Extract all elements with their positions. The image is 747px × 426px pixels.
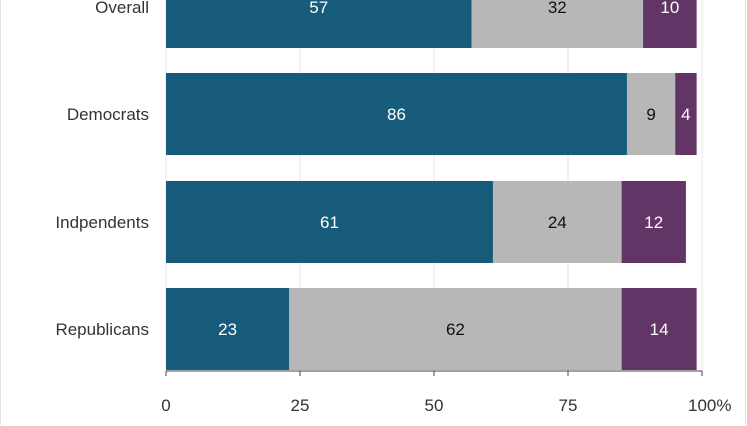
bar-value-label: 57 (309, 0, 328, 17)
bar-value-label: 61 (320, 213, 339, 232)
bar-segment (643, 0, 697, 48)
bar-value-label: 24 (548, 213, 567, 232)
bar-value-label: 9 (646, 105, 655, 124)
bar-value-label: 32 (548, 0, 567, 17)
x-tick-label: 100% (688, 396, 731, 415)
bar-segment (289, 288, 622, 370)
category-label: Democrats (67, 105, 149, 124)
category-label: Overall (95, 0, 149, 17)
bar-segment (166, 288, 290, 370)
bar-value-label: 14 (650, 320, 669, 339)
bar-segment (166, 181, 493, 263)
bar-value-label: 4 (681, 105, 690, 124)
x-tick-label: 50 (425, 396, 444, 415)
bar-segment (166, 73, 627, 155)
bar-segment (166, 0, 472, 48)
x-tick-label: 0 (161, 396, 170, 415)
x-tick-label: 75 (559, 396, 578, 415)
bar-value-label: 86 (387, 105, 406, 124)
bar-segment (621, 288, 697, 370)
bar-segment (471, 0, 644, 48)
category-label: Indpendents (55, 213, 149, 232)
bar-segment (675, 73, 697, 155)
bar-segment (621, 181, 686, 263)
bar-segment (626, 73, 676, 155)
category-label: Republicans (55, 320, 149, 339)
bar-value-label: 12 (644, 213, 663, 232)
bar-segment (492, 181, 622, 263)
bar-value-label: 23 (218, 320, 237, 339)
bar-value-label: 10 (660, 0, 679, 17)
bar-value-label: 62 (446, 320, 465, 339)
x-tick-label: 25 (291, 396, 310, 415)
